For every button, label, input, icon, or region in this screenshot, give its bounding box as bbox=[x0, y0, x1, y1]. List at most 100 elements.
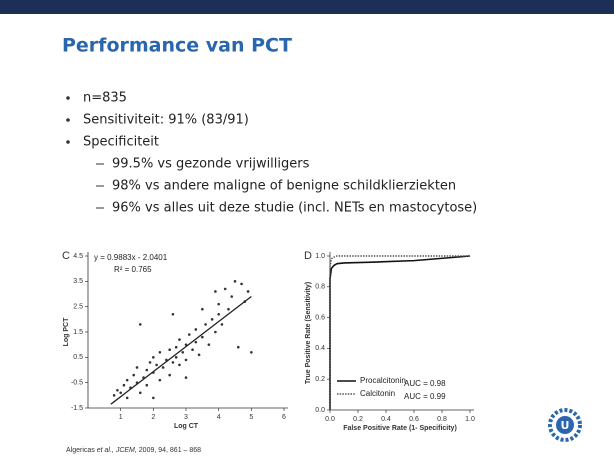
sub-bullet-text: 98% vs andere maligne of benigne schildk… bbox=[112, 179, 456, 194]
y-tick-label: 0.5 bbox=[73, 354, 83, 361]
point bbox=[116, 388, 119, 392]
point bbox=[178, 363, 181, 367]
bullet-dot bbox=[66, 140, 70, 144]
point bbox=[191, 348, 194, 352]
x-tick-label: 0.6 bbox=[409, 416, 419, 423]
point bbox=[178, 338, 181, 341]
logo-text: U bbox=[561, 419, 570, 432]
auc-label: AUC = 0.99 bbox=[404, 392, 446, 401]
point bbox=[214, 330, 217, 334]
point bbox=[145, 383, 149, 387]
x-axis-label: False Positive Rate (1- Specificity) bbox=[343, 425, 457, 432]
roc-curve bbox=[329, 255, 471, 410]
point bbox=[119, 391, 122, 395]
point bbox=[152, 396, 155, 400]
point bbox=[233, 280, 237, 283]
panel-label: D bbox=[304, 250, 312, 262]
y-tick-label: 0.8 bbox=[315, 284, 325, 291]
point bbox=[174, 356, 178, 359]
legend-label: Calcitonin bbox=[360, 389, 395, 398]
point bbox=[230, 295, 234, 298]
point bbox=[220, 323, 224, 326]
point bbox=[210, 318, 214, 321]
x-tick-label: 0.8 bbox=[437, 416, 447, 423]
x-tick-label: 0.2 bbox=[353, 416, 363, 423]
point bbox=[181, 350, 185, 354]
y-tick-label: 2.5 bbox=[73, 304, 83, 311]
point bbox=[197, 353, 201, 357]
point bbox=[204, 323, 207, 326]
cite-rest: 2009, 94, 861 – 868 bbox=[139, 447, 201, 454]
y-tick-label: 0.2 bbox=[315, 376, 325, 383]
bullet-text: n=835 bbox=[83, 91, 127, 106]
point bbox=[246, 290, 250, 293]
point bbox=[227, 307, 230, 311]
x-tick-label: 0.0 bbox=[325, 416, 335, 423]
sub-bullet-text: 99.5% vs gezonde vrijwilligers bbox=[112, 157, 310, 172]
y-tick-label: 3.5 bbox=[73, 278, 83, 285]
y-tick-label: -1.5 bbox=[71, 405, 83, 412]
y-tick-label: -0.5 bbox=[71, 380, 83, 387]
point bbox=[250, 350, 253, 354]
point bbox=[145, 368, 149, 372]
y-tick-label: 0.6 bbox=[315, 314, 325, 321]
auc-label: AUC = 0.98 bbox=[404, 379, 446, 388]
y-tick-label: 0.0 bbox=[315, 407, 325, 414]
point bbox=[122, 383, 126, 387]
bullet-text: Sensitiviteit: 91% (83/91) bbox=[83, 113, 249, 128]
point bbox=[217, 302, 220, 306]
point bbox=[125, 378, 129, 382]
bullet-list: n=835 Sensitiviteit: 91% (83/91) Specifici… bbox=[66, 91, 477, 216]
point bbox=[161, 366, 165, 369]
point bbox=[168, 348, 171, 352]
x-tick-label: 1.0 bbox=[465, 416, 475, 423]
point bbox=[201, 307, 204, 311]
point bbox=[214, 290, 217, 293]
top-bar bbox=[0, 0, 614, 14]
fit-line bbox=[110, 296, 252, 405]
point bbox=[152, 356, 155, 359]
point bbox=[217, 312, 220, 316]
point bbox=[132, 373, 136, 377]
point bbox=[194, 340, 198, 344]
y-axis-label: Log PCT bbox=[63, 317, 70, 346]
point bbox=[184, 376, 188, 379]
citation: Algericas et al., JCEM, 2009, 94, 861 – … bbox=[66, 447, 201, 454]
x-tick-label: 2 bbox=[151, 414, 155, 421]
y-axis-label: True Positive Rate (Sensitivity) bbox=[305, 282, 312, 384]
bullet-text: Specificiteit bbox=[83, 135, 159, 150]
point bbox=[155, 363, 158, 367]
point bbox=[138, 391, 142, 395]
sub-bullet-text: 96% vs alles uit deze studie (incl. NETs… bbox=[112, 201, 477, 216]
point bbox=[138, 323, 142, 326]
point bbox=[125, 396, 129, 400]
point bbox=[171, 312, 175, 316]
r-squared: R² = 0.765 bbox=[114, 265, 152, 274]
point bbox=[207, 343, 211, 346]
point bbox=[240, 282, 243, 286]
roc-curve bbox=[329, 255, 470, 410]
cite-etal: et al., bbox=[97, 447, 114, 454]
x-tick-label: 4 bbox=[217, 414, 221, 421]
point bbox=[236, 345, 240, 349]
point bbox=[158, 350, 162, 354]
point bbox=[201, 335, 204, 339]
x-tick-label: 3 bbox=[184, 414, 188, 421]
x-tick-label: 0.4 bbox=[381, 416, 391, 423]
cite-author: Algericas bbox=[66, 447, 95, 454]
cite-journal: JCEM, bbox=[115, 447, 137, 454]
logo-ring bbox=[548, 408, 582, 442]
point bbox=[184, 358, 188, 362]
logo: U bbox=[548, 408, 582, 442]
y-tick-label: 0.4 bbox=[315, 345, 325, 352]
panel-label: C bbox=[62, 250, 70, 262]
point bbox=[112, 394, 116, 397]
point bbox=[223, 287, 227, 291]
equation: y = 0.9883x - 2.0401 bbox=[94, 253, 168, 262]
bullet-dot bbox=[66, 96, 70, 100]
point bbox=[148, 361, 152, 364]
y-tick-label: 1.0 bbox=[315, 253, 325, 260]
point bbox=[135, 366, 139, 369]
